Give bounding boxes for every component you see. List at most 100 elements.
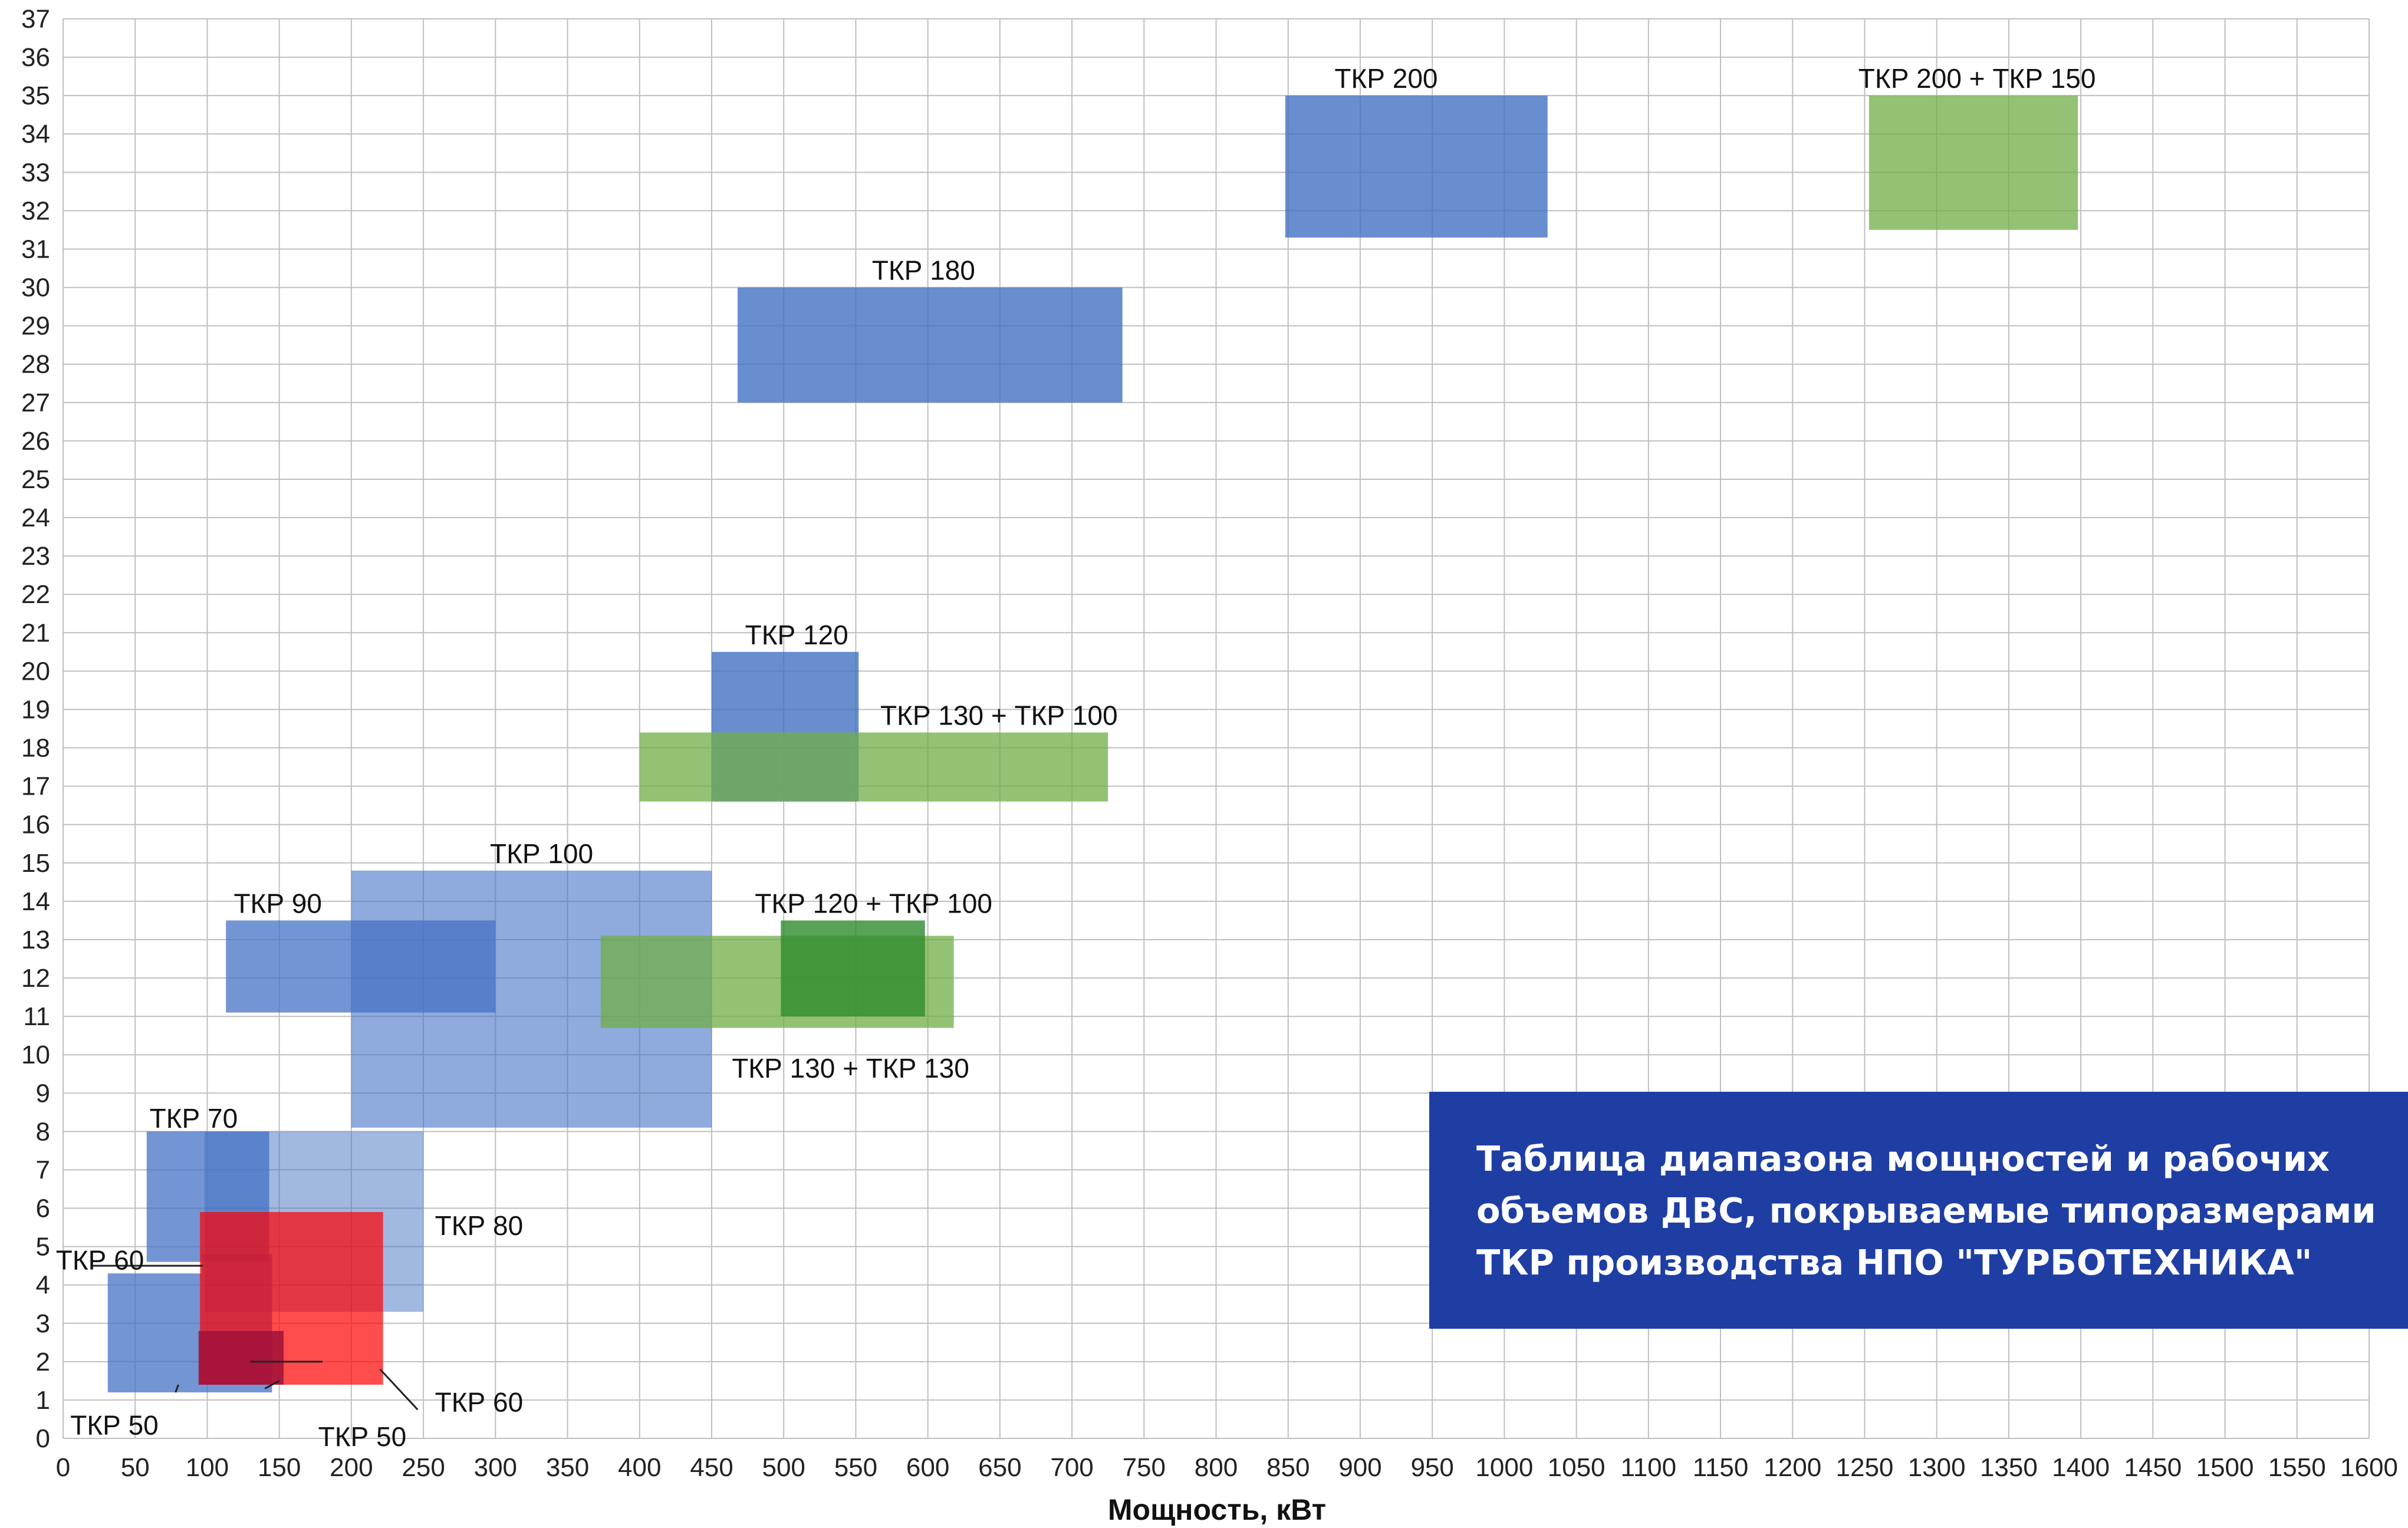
range-label: ТКР 200 + ТКР 150: [1858, 63, 2096, 94]
y-tick-label: 30: [21, 274, 50, 302]
range-label: ТКР 130 + ТКР 100: [880, 700, 1118, 730]
x-tick-label: 450: [690, 1453, 733, 1482]
y-tick-label: 19: [21, 695, 50, 724]
x-tick-label: 850: [1266, 1453, 1310, 1482]
x-tick-label: 600: [906, 1453, 949, 1482]
y-tick-label: 0: [36, 1424, 50, 1453]
info-line-3: ТКР производства НПО "ТУРБОТЕХНИКА": [1476, 1242, 2312, 1283]
range-box: [1285, 95, 1548, 238]
range-label: ТКР 180: [872, 255, 975, 286]
x-tick-label: 550: [834, 1453, 877, 1482]
x-tick-label: 900: [1338, 1453, 1381, 1482]
range-label: ТКР 50: [70, 1410, 159, 1440]
y-tick-label: 9: [36, 1079, 50, 1108]
y-tick-label: 12: [21, 964, 50, 993]
range-label: ТКР 120 + ТКР 100: [755, 888, 992, 918]
x-tick-label: 1400: [2052, 1453, 2110, 1482]
x-tick-label: 1350: [1980, 1453, 2038, 1482]
x-tick-label: 200: [330, 1453, 373, 1482]
y-tick-label: 28: [21, 350, 50, 379]
x-tick-label: 1450: [2124, 1453, 2182, 1482]
y-tick-label: 31: [21, 235, 50, 264]
range-box: [737, 287, 1123, 403]
x-tick-label: 1250: [1836, 1453, 1894, 1482]
x-tick-label: 300: [474, 1453, 517, 1482]
range-label: ТКР 200: [1334, 63, 1437, 94]
x-tick-label: 350: [546, 1453, 589, 1482]
info-box: Таблица диапазона мощностей и рабочих об…: [1429, 1092, 2408, 1329]
x-tick-label: 1150: [1693, 1453, 1749, 1482]
range-box: [639, 732, 1108, 802]
y-tick-label: 22: [21, 580, 50, 609]
range-box: [1868, 95, 2078, 230]
range-label: ТКР 120: [745, 620, 848, 650]
x-tick-label: 150: [258, 1453, 301, 1482]
x-tick-label: 1200: [1764, 1453, 1821, 1482]
range-box: [781, 920, 925, 1017]
y-tick-label: 23: [21, 542, 50, 571]
range-labels: ТКР 200 ТКР 200 + ТКР 150 ТКР 180 ТКР 120 ТК…: [56, 63, 2096, 1452]
range-label: ТКР 70: [150, 1103, 238, 1134]
y-tick-label: 8: [36, 1117, 50, 1146]
x-tick-label: 700: [1050, 1453, 1093, 1482]
y-tick-label: 4: [36, 1271, 50, 1300]
x-tick-label: 1600: [2340, 1453, 2398, 1482]
y-tick-label: 32: [21, 196, 50, 225]
y-tick-label: 18: [21, 734, 50, 763]
leader-lines: [91, 1264, 419, 1411]
y-tick-label: 35: [21, 81, 50, 110]
y-tick-label: 3: [36, 1309, 50, 1338]
x-tick-label: 100: [186, 1453, 229, 1482]
x-tick-label: 500: [762, 1453, 805, 1482]
x-tick-label: 1500: [2196, 1453, 2254, 1482]
x-tick-label: 1100: [1621, 1453, 1677, 1482]
y-tick-label: 10: [21, 1040, 50, 1069]
x-axis-title: Мощность, кВт: [1108, 1493, 1326, 1526]
y-tick-label: 36: [21, 43, 50, 72]
leader-line: [264, 1380, 280, 1389]
y-tick-label: 16: [21, 811, 50, 839]
y-tick-label: 7: [36, 1155, 50, 1184]
x-tick-label: 50: [121, 1453, 150, 1482]
range-label: ТКР 60: [56, 1245, 144, 1276]
info-line-1: Таблица диапазона мощностей и рабочих: [1476, 1138, 2330, 1179]
range-label: ТКР 80: [435, 1210, 524, 1241]
y-tick-label: 5: [36, 1233, 50, 1262]
range-label: ТКР 130 + ТКР 130: [732, 1053, 969, 1084]
x-tick-label: 650: [978, 1453, 1021, 1482]
y-tick-label: 13: [21, 926, 50, 954]
x-tick-label: 250: [402, 1453, 445, 1482]
range-label: ТКР 60: [435, 1387, 524, 1417]
y-tick-label: 11: [23, 1002, 50, 1031]
y-tick-label: 17: [21, 772, 50, 801]
y-tick-label: 37: [21, 5, 50, 34]
x-tick-label: 1300: [1908, 1453, 1966, 1482]
range-box: [198, 1331, 284, 1385]
x-tick-labels: 0 50 100 150 200 250 300 350 400 450 500 550 600 650 7…: [56, 1453, 2398, 1482]
y-tick-label: 25: [21, 465, 50, 494]
leader-line: [175, 1384, 179, 1393]
x-tick-label: 1000: [1475, 1453, 1533, 1482]
y-tick-label: 33: [21, 158, 50, 187]
y-tick-label: 1: [36, 1386, 50, 1415]
y-tick-label: 21: [21, 618, 50, 647]
y-tick-label: 27: [21, 388, 50, 417]
y-tick-label: 34: [21, 120, 50, 149]
range-boxes: [107, 95, 2078, 1392]
x-tick-label: 750: [1123, 1453, 1166, 1482]
y-tick-label: 20: [21, 657, 50, 686]
range-label: ТКР 50: [318, 1421, 407, 1452]
x-tick-label: 1050: [1548, 1453, 1606, 1482]
x-tick-label: 0: [56, 1453, 70, 1482]
y-tick-label: 2: [36, 1348, 50, 1376]
y-tick-label: 29: [21, 312, 50, 341]
y-tick-label: 26: [21, 427, 50, 456]
x-tick-label: 950: [1410, 1453, 1453, 1482]
x-tick-label: 800: [1195, 1453, 1238, 1482]
range-label: ТКР 100: [490, 838, 593, 869]
y-tick-label: 15: [21, 849, 50, 878]
leader-line: [379, 1368, 419, 1411]
info-line-2: объемов ДВС, покрываемые типоразмерами: [1476, 1190, 2376, 1231]
y-tick-labels: 0123456789101112131415161718192021222324…: [21, 5, 50, 1453]
y-tick-label: 24: [21, 503, 50, 532]
